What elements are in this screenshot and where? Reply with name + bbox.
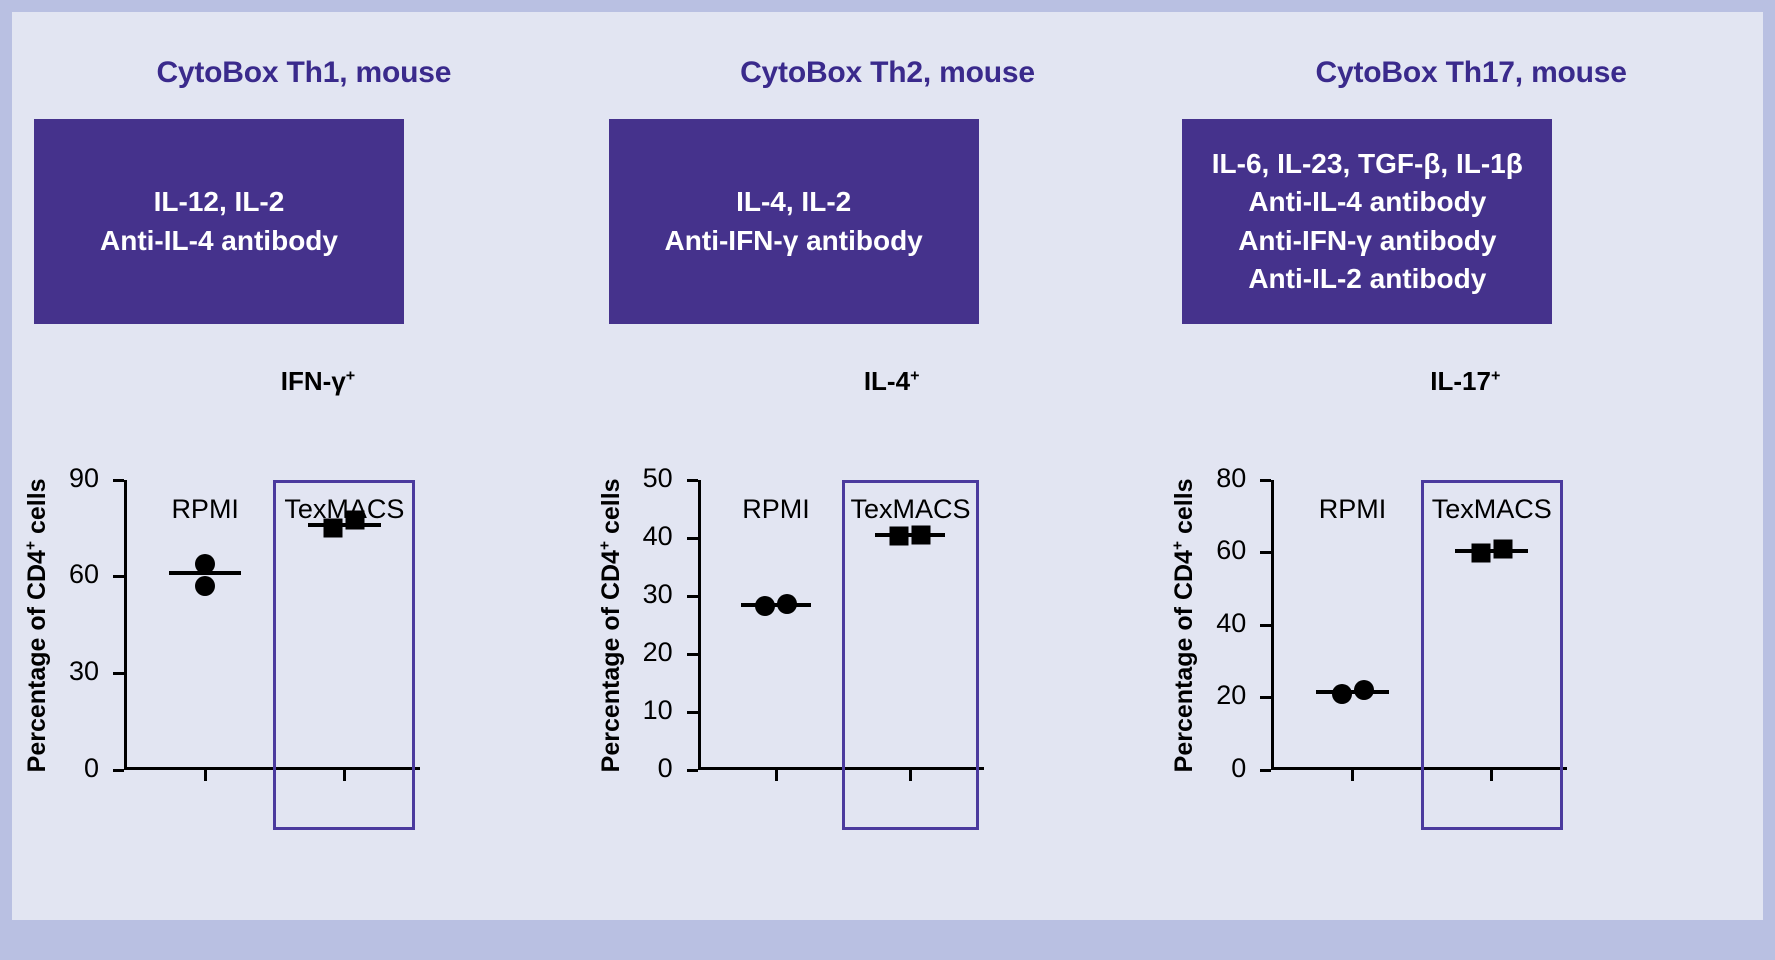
cytokine-line: IL-4, IL-2 xyxy=(736,186,852,218)
x-axis-label: RPMI xyxy=(171,494,239,524)
data-point-circle xyxy=(1331,683,1352,704)
x-axis-tick xyxy=(342,770,346,781)
y-axis-tick: 90 xyxy=(69,462,124,492)
y-axis-line xyxy=(1271,480,1275,770)
data-point-circle xyxy=(755,596,776,617)
figure-canvas: CytoBox Th1, mouse IL-12, IL-2 Anti-IL-4… xyxy=(12,12,1763,920)
cytokine-line: Anti-IFN-γ antibody xyxy=(1238,224,1497,256)
plot-area-th17: 0 20 40 60 80 RPMI TexMACS xyxy=(1216,462,1568,830)
y-axis-tick: 80 xyxy=(1216,462,1272,492)
y-axis-tick: 10 xyxy=(643,694,698,724)
chart-th2: IL-4+ Percentage of CD4+ cells 0 10 20 30 40… xyxy=(596,366,1180,830)
panel-title-th2: CytoBox Th2, mouse xyxy=(740,56,1035,89)
y-axis-tick: 30 xyxy=(643,578,698,608)
data-point-circle xyxy=(1353,680,1374,701)
y-axis-tick: 30 xyxy=(69,656,124,686)
y-axis-tick-label: 60 xyxy=(1216,534,1247,565)
y-axis-tick-label: 10 xyxy=(642,694,673,725)
data-point-circle xyxy=(195,576,216,597)
y-axis-tick: 20 xyxy=(1216,680,1272,710)
data-point-square xyxy=(345,510,365,530)
panel-th2: CytoBox Th2, mouse IL-4, IL-2 Anti-IFN-γ… xyxy=(596,12,1180,920)
y-axis-tick-label: 90 xyxy=(68,462,99,493)
y-axis-tick-label: 40 xyxy=(1216,607,1247,638)
cytokine-line: Anti-IL-4 antibody xyxy=(1248,186,1487,218)
y-axis-tick-label: 20 xyxy=(642,636,673,667)
y-axis-tick-label: 0 xyxy=(657,752,673,783)
y-axis-tick-label: 80 xyxy=(1216,462,1247,493)
y-axis-tick-label: 20 xyxy=(1216,679,1247,710)
panel-th1: CytoBox Th1, mouse IL-12, IL-2 Anti-IL-4… xyxy=(12,12,596,920)
x-axis-tick xyxy=(1490,770,1494,781)
data-point-circle xyxy=(195,553,216,574)
cytokine-box-th1: IL-12, IL-2 Anti-IL-4 antibody xyxy=(34,119,404,324)
y-axis-tick: 40 xyxy=(1216,607,1272,637)
data-point-square xyxy=(1493,539,1513,559)
x-axis-tick xyxy=(774,770,778,781)
chart-title-th2: IL-4+ xyxy=(863,366,920,396)
cytokine-line: Anti-IFN-γ antibody xyxy=(664,224,923,256)
y-axis-tick: 60 xyxy=(69,559,124,589)
x-axis-tick xyxy=(1351,770,1354,781)
y-axis-tick-label: 0 xyxy=(1231,752,1247,783)
chart-title-th17: IL-17+ xyxy=(1430,366,1501,396)
panel-title-th17: CytoBox Th17, mouse xyxy=(1315,56,1627,89)
chart-th1: IFN-γ+ Percentage of CD4+ cells 0 30 60 90 R… xyxy=(12,366,596,830)
data-point-square xyxy=(889,526,909,546)
y-axis-label-th17: Percentage of CD4+ cells xyxy=(1169,478,1199,772)
chart-th17: IL-17+ Percentage of CD4+ cells 0 20 40 60 8… xyxy=(1170,366,1763,830)
x-axis-label: RPMI xyxy=(1318,494,1387,524)
cytokine-line: IL-6, IL-23, TGF-β, IL-1β xyxy=(1211,147,1523,179)
y-axis-tick-label: 0 xyxy=(83,752,99,783)
mean-line xyxy=(741,602,812,607)
y-axis-label-th1: Percentage of CD4+ cells xyxy=(22,478,51,772)
y-axis-tick: 50 xyxy=(643,462,698,492)
cytokine-line: IL-12, IL-2 xyxy=(153,186,285,218)
panel-title-th1: CytoBox Th1, mouse xyxy=(156,56,452,89)
data-point-circle xyxy=(777,593,798,614)
x-axis-tick xyxy=(203,770,207,781)
data-point-square xyxy=(1471,543,1491,562)
mean-line xyxy=(1316,690,1389,695)
y-axis-tick-label: 30 xyxy=(68,655,99,686)
x-axis-line xyxy=(124,767,420,770)
y-axis-tick: 0 xyxy=(84,752,124,782)
chart-title-th1: IFN-γ+ xyxy=(280,366,356,396)
y-axis-tick-label: 40 xyxy=(642,520,673,551)
y-axis-label-th2: Percentage of CD4+ cells xyxy=(596,478,625,772)
cytokine-line: Anti-IL-4 antibody xyxy=(100,224,338,256)
x-axis-label: RPMI xyxy=(742,494,810,524)
x-axis-label: TexMACS xyxy=(850,494,971,524)
x-axis-label: TexMACS xyxy=(1431,494,1552,524)
mean-line xyxy=(1455,548,1528,553)
y-axis-tick-label: 60 xyxy=(68,559,99,590)
y-axis-tick: 20 xyxy=(643,636,698,666)
y-axis-tick: 40 xyxy=(643,520,698,550)
x-axis-line xyxy=(1271,767,1568,770)
x-axis-label: TexMACS xyxy=(284,494,405,524)
y-axis-line xyxy=(124,480,127,770)
plot-area-th2: 0 10 20 30 40 50 RPMI TexMACS xyxy=(643,462,984,830)
y-axis-tick-label: 50 xyxy=(642,462,673,493)
mean-line xyxy=(308,523,381,528)
cytokine-box-th17: IL-6, IL-23, TGF-β, IL-1β Anti-IL-4 anti… xyxy=(1182,119,1553,324)
panel-th17: CytoBox Th17, mouse IL-6, IL-23, TGF-β, … xyxy=(1170,12,1763,920)
y-axis-tick: 60 xyxy=(1216,535,1272,565)
x-axis-line xyxy=(697,767,984,770)
data-point-square xyxy=(323,518,343,538)
mean-line xyxy=(875,533,946,538)
y-axis-tick: 0 xyxy=(1231,752,1272,782)
plot-area-th1: 0 30 60 90 RPMI TexMACS xyxy=(69,462,420,830)
y-axis-tick-label: 30 xyxy=(642,578,673,609)
y-axis-line xyxy=(697,480,701,770)
cytokine-line: Anti-IL-2 antibody xyxy=(1248,262,1487,294)
y-axis-tick: 0 xyxy=(658,752,698,782)
data-point-square xyxy=(911,525,931,545)
cytokine-box-th2: IL-4, IL-2 Anti-IFN-γ antibody xyxy=(608,119,979,324)
panel-row: CytoBox Th1, mouse IL-12, IL-2 Anti-IL-4… xyxy=(12,12,1763,920)
x-axis-tick xyxy=(908,770,912,781)
